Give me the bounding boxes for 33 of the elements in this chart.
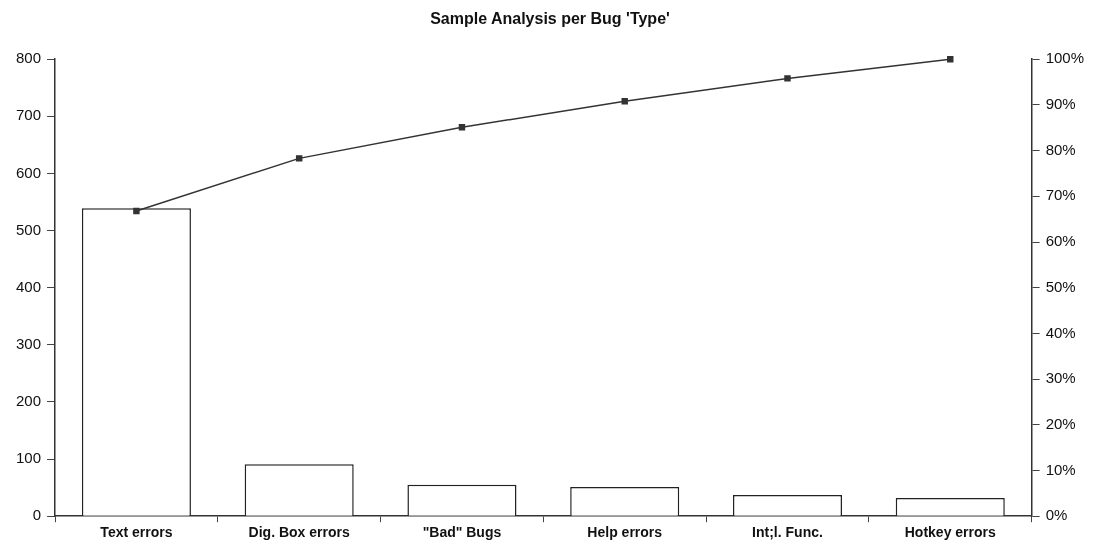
x-tick-label: "Bad" Bugs xyxy=(422,524,502,541)
x-tick-label: Dig. Box errors xyxy=(248,524,350,541)
point xyxy=(295,155,303,162)
y-tick-label: 100 xyxy=(16,449,42,467)
y2-tick-label: 80% xyxy=(1045,140,1076,158)
point xyxy=(947,55,954,63)
x-tick-label: Text errors xyxy=(100,524,173,541)
y-tick-label: 600 xyxy=(16,163,42,181)
y-tick-label: 400 xyxy=(16,277,42,295)
chart-title: Sample Analysis per Bug 'Type' xyxy=(430,10,670,28)
y2-tick-label: 90% xyxy=(1045,95,1076,113)
y-tick-label: 800 xyxy=(16,49,42,67)
y2-tick-label: 50% xyxy=(1045,277,1076,295)
x-tick-label: Hotkey errors xyxy=(904,524,996,541)
x-tick-label: Help errors xyxy=(587,524,663,541)
y2-tick-label: 20% xyxy=(1045,414,1076,432)
point xyxy=(133,207,140,215)
y-tick-label: 500 xyxy=(16,220,42,238)
y2-tick-label: 100% xyxy=(1045,49,1085,67)
y2-tick-label: 30% xyxy=(1045,369,1076,387)
y-tick-label: 300 xyxy=(16,334,42,352)
y2-tick-label: 10% xyxy=(1045,460,1076,478)
y2-tick-label: 60% xyxy=(1045,232,1076,250)
x-tick-label: Int;l. Func. xyxy=(752,524,823,541)
point xyxy=(621,98,628,105)
y2-tick-label: 40% xyxy=(1045,323,1076,341)
y2-tick-label: 0% xyxy=(1045,506,1068,524)
y-tick-label: 700 xyxy=(16,106,42,124)
point xyxy=(458,124,466,131)
point xyxy=(784,75,791,82)
y-tick-label: 0 xyxy=(32,506,42,524)
y-tick-label: 200 xyxy=(16,392,42,410)
y2-tick-label: 70% xyxy=(1045,186,1076,204)
